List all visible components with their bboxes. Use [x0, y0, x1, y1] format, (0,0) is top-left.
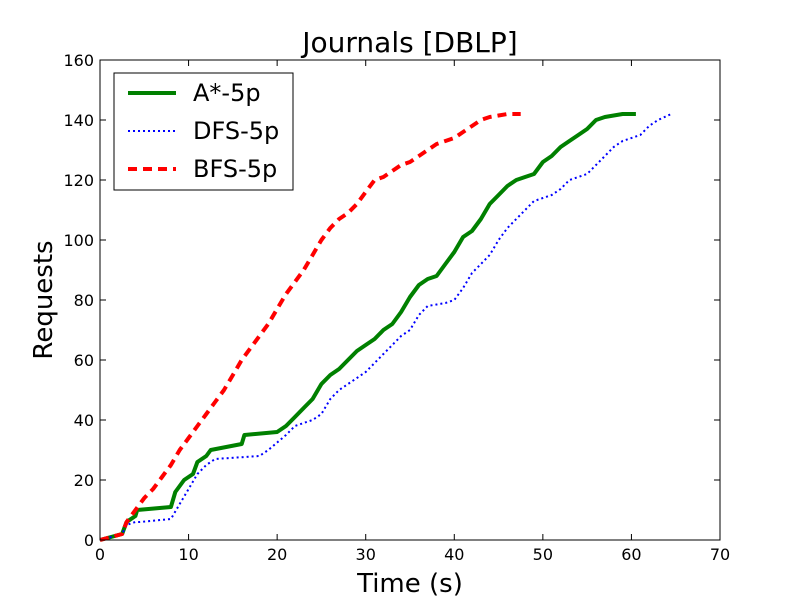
x-tick-label: 70: [710, 545, 730, 564]
y-tick-label: 80: [74, 291, 94, 310]
legend-label-1: DFS-5p: [193, 117, 279, 145]
series-line-2: [99, 112, 521, 542]
x-tick-label: 0: [95, 545, 105, 564]
x-axis: 0 10 20 30 40 50 60 70: [95, 60, 730, 564]
y-tick-label: 40: [74, 411, 94, 430]
y-tick-label: 20: [74, 471, 94, 490]
series-line-0: [99, 112, 636, 542]
x-tick-label: 20: [267, 545, 287, 564]
x-tick-label: 60: [621, 545, 641, 564]
y-tick-label: 120: [63, 171, 94, 190]
y-axis: 0 20 40 60 80 100 120 140 160: [63, 51, 720, 550]
chart-title: Journals [DBLP]: [300, 26, 517, 59]
x-tick-label: 30: [356, 545, 376, 564]
x-tick-label: 40: [444, 545, 464, 564]
legend-label-2: BFS-5p: [193, 155, 277, 183]
y-axis-title: Requests: [29, 240, 59, 359]
legend: A*-5p DFS-5p BFS-5p: [113, 72, 294, 191]
y-tick-label: 140: [63, 111, 94, 130]
x-tick-label: 10: [178, 545, 198, 564]
y-tick-label: 0: [84, 531, 94, 550]
x-axis-title: Time (s): [356, 569, 463, 599]
y-tick-label: 60: [74, 351, 94, 370]
y-tick-label: 100: [63, 231, 94, 250]
y-tick-label: 160: [63, 51, 94, 70]
legend-label-0: A*-5p: [193, 79, 261, 107]
x-tick-label: 50: [533, 545, 553, 564]
